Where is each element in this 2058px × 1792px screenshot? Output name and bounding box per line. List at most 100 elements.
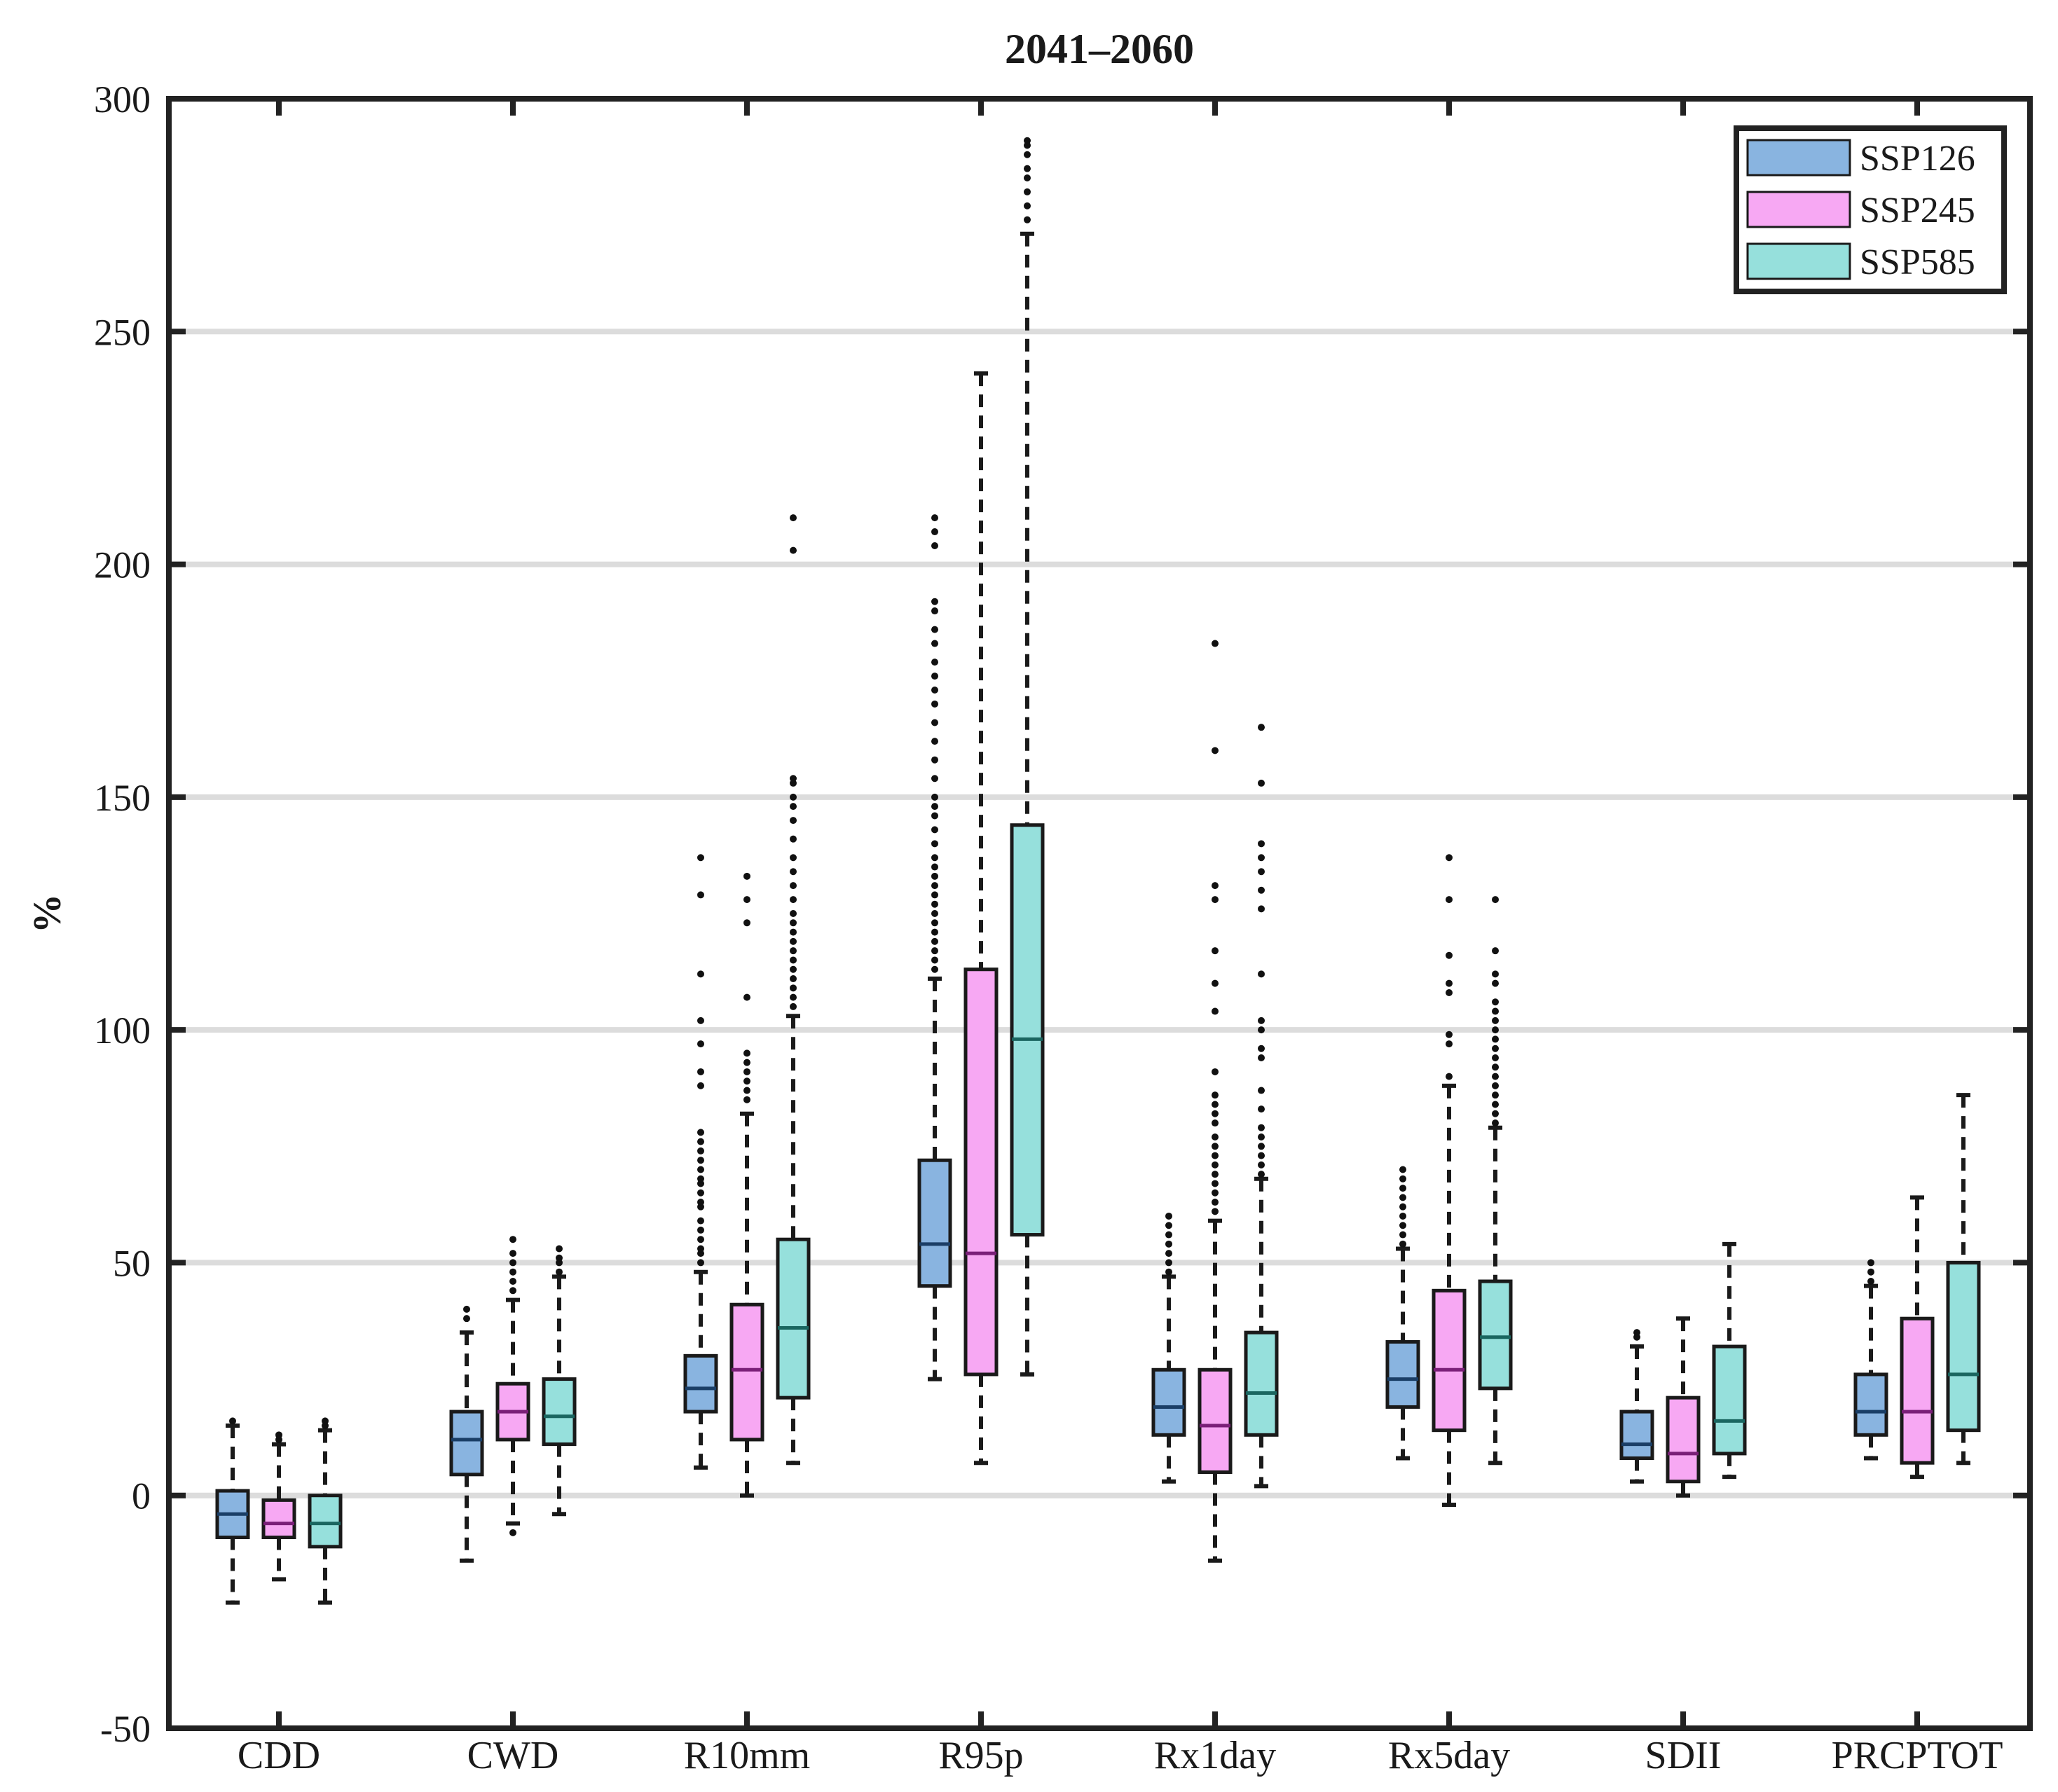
y-tick-label: 250 bbox=[94, 311, 151, 353]
outlier-point bbox=[697, 970, 704, 978]
x-tick-label: R95p bbox=[938, 1734, 1023, 1777]
y-axis-label: % bbox=[26, 894, 69, 933]
x-tick-label: SDII bbox=[1645, 1734, 1722, 1777]
outlier-point bbox=[1258, 1087, 1265, 1094]
box-ssp126-cdd bbox=[215, 1417, 250, 1605]
outlier-point bbox=[1492, 1119, 1499, 1127]
outlier-point bbox=[1024, 216, 1031, 223]
iqr-box bbox=[917, 1158, 952, 1288]
outlier-point bbox=[931, 607, 938, 615]
outlier-point bbox=[509, 1287, 516, 1295]
outlier-point bbox=[697, 1175, 704, 1183]
outlier-point bbox=[697, 1138, 704, 1145]
box-ssp245-cdd bbox=[261, 1431, 296, 1582]
outlier-point bbox=[1399, 1231, 1406, 1239]
iqr-box bbox=[776, 1237, 811, 1400]
outlier-point bbox=[1399, 1185, 1406, 1192]
outlier-point bbox=[1258, 1124, 1265, 1131]
y-tick-label: 0 bbox=[132, 1475, 151, 1517]
outlier-point bbox=[1165, 1250, 1172, 1257]
outlier-point bbox=[931, 626, 938, 633]
outlier-point bbox=[743, 1059, 750, 1066]
outlier-point bbox=[931, 803, 938, 811]
iqr-box bbox=[1619, 1410, 1654, 1461]
outlier-point bbox=[1212, 1110, 1219, 1117]
x-tick-labels: CDD CWD R10mm R95p Rx1day Rx5day SDII PRCPTOT bbox=[238, 1734, 2003, 1777]
outlier-point bbox=[1258, 1045, 1265, 1052]
outlier-point bbox=[931, 700, 938, 708]
outlier-point bbox=[790, 803, 797, 811]
box-ssp245-r10mm bbox=[729, 872, 764, 1498]
outlier-point bbox=[790, 514, 797, 522]
outlier-point bbox=[509, 1250, 516, 1257]
outlier-point bbox=[1492, 896, 1499, 904]
outlier-point bbox=[1258, 1054, 1265, 1062]
outlier-point bbox=[1492, 1073, 1499, 1080]
box-ssp585-rx5day bbox=[1478, 896, 1513, 1466]
outlier-point bbox=[790, 919, 797, 927]
outlier-point bbox=[743, 1096, 750, 1103]
y-tick-label: 50 bbox=[113, 1242, 151, 1284]
iqr-box bbox=[1010, 823, 1045, 1237]
outlier-point bbox=[931, 900, 938, 908]
outlier-point bbox=[1258, 779, 1265, 787]
outlier-point bbox=[1446, 1031, 1453, 1038]
outlier-point bbox=[931, 882, 938, 890]
outlier-point bbox=[931, 598, 938, 605]
box-ssp126-prcptot bbox=[1853, 1259, 1888, 1461]
chart-title: 2041–2060 bbox=[1005, 26, 1194, 72]
outlier-point bbox=[1024, 165, 1031, 172]
outlier-point bbox=[1258, 854, 1265, 862]
gridlines bbox=[169, 329, 2030, 1498]
outlier-point bbox=[509, 1278, 516, 1286]
x-tick-label: Rx1day bbox=[1154, 1734, 1276, 1777]
x-tick-label: Rx5day bbox=[1388, 1734, 1510, 1777]
outlier-point bbox=[509, 1268, 516, 1276]
iqr-box bbox=[1244, 1330, 1279, 1437]
outlier-point bbox=[697, 1129, 704, 1136]
outlier-point bbox=[1258, 1152, 1265, 1159]
outlier-point bbox=[931, 919, 938, 927]
outlier-point bbox=[697, 1068, 704, 1075]
outlier-point bbox=[790, 817, 797, 825]
x-tick-label: CDD bbox=[238, 1734, 320, 1777]
outlier-point bbox=[1492, 1063, 1499, 1071]
outlier-point bbox=[1212, 896, 1219, 904]
outlier-point bbox=[790, 928, 797, 936]
outlier-point bbox=[1212, 747, 1219, 754]
plot-frame bbox=[166, 96, 2033, 1731]
outlier-point bbox=[1165, 1240, 1172, 1248]
outlier-point bbox=[1867, 1278, 1874, 1286]
outlier-point bbox=[931, 947, 938, 955]
iqr-box bbox=[1900, 1316, 1935, 1465]
iqr-box bbox=[683, 1353, 718, 1414]
outlier-point bbox=[790, 965, 797, 973]
box-ssp126-rx1day bbox=[1151, 1212, 1186, 1484]
outlier-point bbox=[1212, 1189, 1219, 1197]
legend: SSP126 SSP245 SSP585 bbox=[1734, 125, 2007, 294]
outlier-point bbox=[743, 1087, 750, 1094]
outlier-point bbox=[697, 1166, 704, 1173]
outlier-point bbox=[931, 542, 938, 549]
outlier-point bbox=[509, 1259, 516, 1267]
outlier-point bbox=[1258, 905, 1265, 913]
outlier-point bbox=[1867, 1259, 1874, 1267]
outlier-point bbox=[931, 965, 938, 973]
outlier-point bbox=[1212, 1143, 1219, 1150]
outlier-point bbox=[1258, 840, 1265, 848]
outlier-point bbox=[1399, 1194, 1406, 1201]
outlier-point bbox=[1024, 151, 1031, 158]
outlier-point bbox=[463, 1305, 470, 1313]
outlier-point bbox=[1492, 1016, 1499, 1024]
outlier-point bbox=[743, 1068, 750, 1075]
outlier-point bbox=[1492, 1054, 1499, 1062]
box-ssp585-r10mm bbox=[776, 514, 811, 1466]
x-tick-label: PRCPTOT bbox=[1832, 1734, 2003, 1777]
outlier-point bbox=[697, 1040, 704, 1048]
outlier-point bbox=[1212, 1068, 1219, 1075]
box-ssp585-r95p bbox=[1010, 137, 1045, 1377]
y-tick-label: 100 bbox=[94, 1009, 151, 1052]
outlier-point bbox=[931, 640, 938, 647]
outlier-point bbox=[697, 1236, 704, 1243]
outlier-point bbox=[1258, 1133, 1265, 1140]
